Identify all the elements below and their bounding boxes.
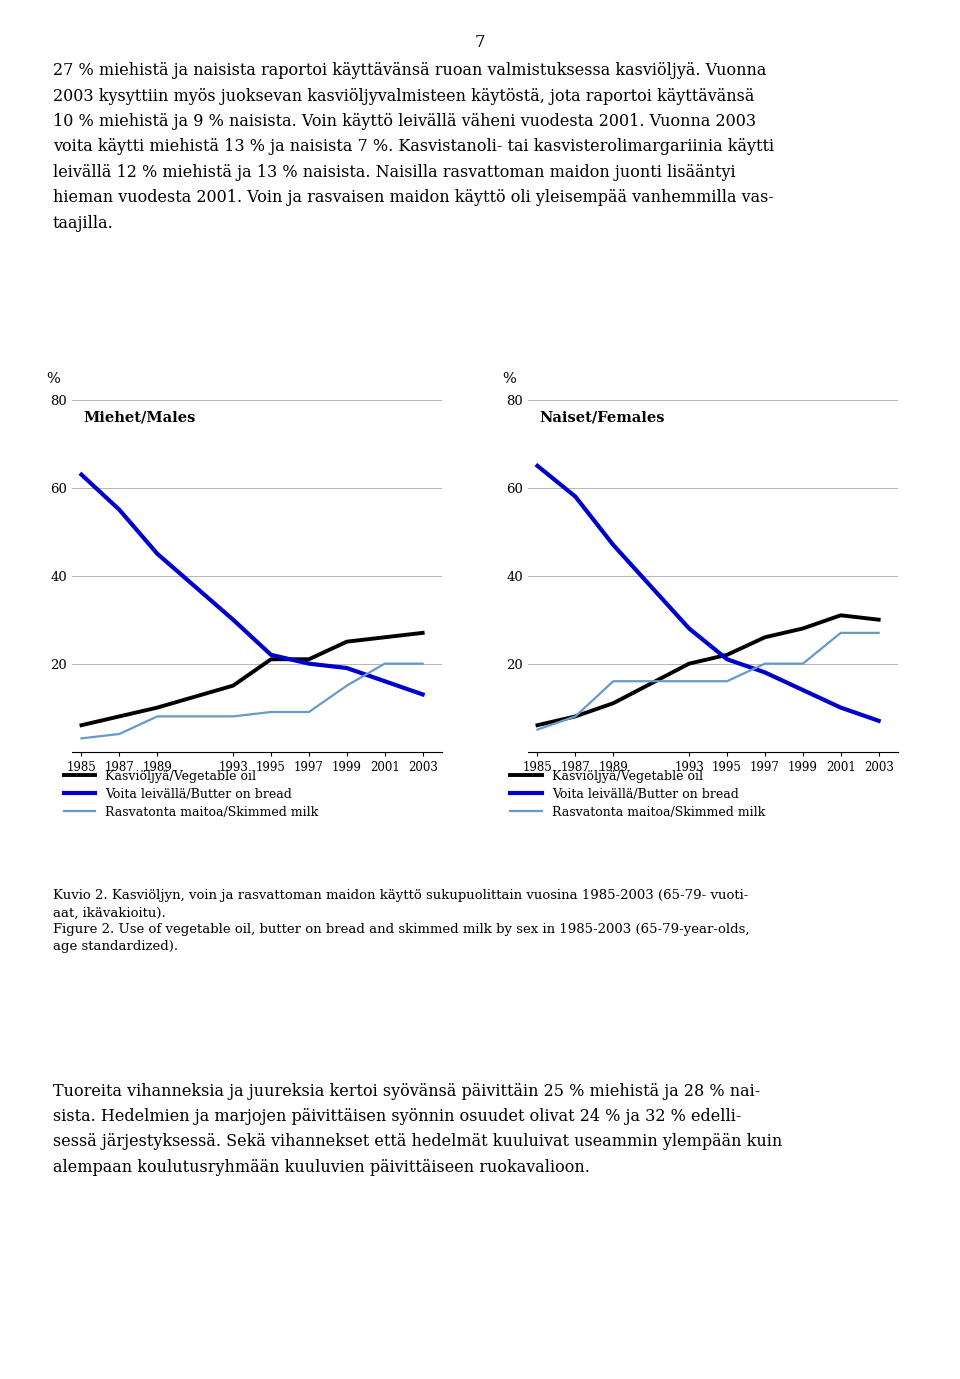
Text: 7: 7 — [474, 34, 486, 51]
Text: 27 % miehistä ja naisista raportoi käyttävänsä ruoan valmistuksessa kasviöljyä. : 27 % miehistä ja naisista raportoi käytt… — [53, 62, 774, 232]
Text: Naiset/Females: Naiset/Females — [540, 411, 664, 425]
Text: Kuvio 2. Kasviöljyn, voin ja rasvattoman maidon käyttö sukupuolittain vuosina 19: Kuvio 2. Kasviöljyn, voin ja rasvattoman… — [53, 889, 750, 953]
Text: %: % — [502, 372, 516, 386]
Legend: Kasviöljyä/Vegetable oil, Voita leivällä/Butter on bread, Rasvatonta maitoa/Skim: Kasviöljyä/Vegetable oil, Voita leivällä… — [506, 765, 770, 823]
Text: Miehet/Males: Miehet/Males — [84, 411, 196, 425]
Text: %: % — [46, 372, 60, 386]
Legend: Kasviöljyä/Vegetable oil, Voita leivällä/Butter on bread, Rasvatonta maitoa/Skim: Kasviöljyä/Vegetable oil, Voita leivällä… — [60, 765, 324, 823]
Text: Tuoreita vihanneksia ja juureksia kertoi syövänsä päivittäin 25 % miehistä ja 28: Tuoreita vihanneksia ja juureksia kertoi… — [53, 1083, 782, 1176]
